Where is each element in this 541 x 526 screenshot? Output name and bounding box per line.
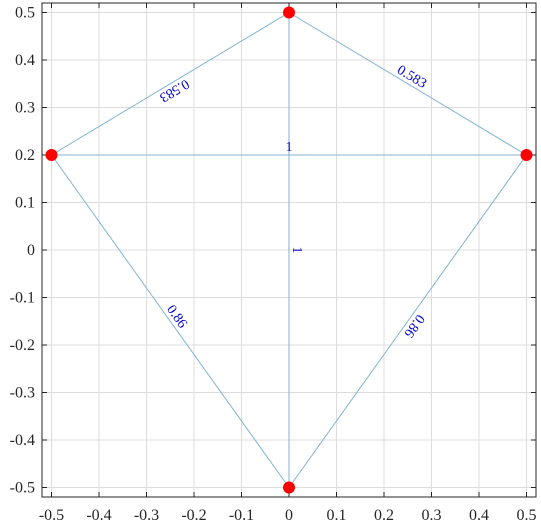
- y-tick-label: -0.2: [10, 337, 35, 354]
- edge-label: 1: [286, 140, 293, 155]
- x-tick-label: -0.4: [86, 507, 111, 524]
- nodes: [45, 6, 533, 494]
- graph-edge: [288, 154, 527, 488]
- edge-label: 0.583: [157, 76, 192, 105]
- x-tick-label: 0.5: [517, 507, 537, 524]
- graph-node: [45, 149, 58, 161]
- edge-label: 0.583: [394, 63, 429, 92]
- y-tick-label: -0.4: [10, 432, 35, 449]
- x-tick-label: 0: [285, 507, 293, 524]
- x-tick-label: -0.5: [39, 507, 64, 524]
- y-tick-label: 0.5: [15, 5, 35, 22]
- x-tick-label: -0.3: [134, 507, 159, 524]
- y-tick-label: 0.3: [15, 100, 35, 117]
- x-tick-label: -0.2: [181, 507, 206, 524]
- y-tick-label: 0.4: [15, 52, 35, 69]
- graph-node: [520, 149, 533, 161]
- graph-edge: [51, 154, 290, 488]
- x-tick-label: 0.2: [374, 507, 394, 524]
- x-tick-label: 0.3: [422, 507, 442, 524]
- edge-label: 1: [289, 247, 304, 254]
- y-tick-label: -0.3: [10, 385, 35, 402]
- x-tick-label: 0.1: [327, 507, 347, 524]
- ticks: -0.5 -0.4 -0.3 -0.2 -0.1 0 0.1 0.2 0.3 0.4 0.5 -0.5…: [10, 3, 537, 524]
- y-tick-label: -0.5: [10, 480, 35, 497]
- graph-node: [283, 6, 295, 19]
- y-tick-label: -0.1: [10, 290, 35, 307]
- x-tick-label: -0.1: [229, 507, 254, 524]
- graph-node: [283, 481, 295, 494]
- graph-edge: [51, 12, 290, 156]
- y-tick-label: 0: [27, 242, 35, 259]
- edges: [51, 12, 527, 488]
- y-tick-label: 0.2: [15, 147, 35, 164]
- graph-edge: [288, 12, 527, 156]
- y-tick-label: 0.1: [15, 195, 35, 212]
- x-tick-label: 0.4: [469, 507, 489, 524]
